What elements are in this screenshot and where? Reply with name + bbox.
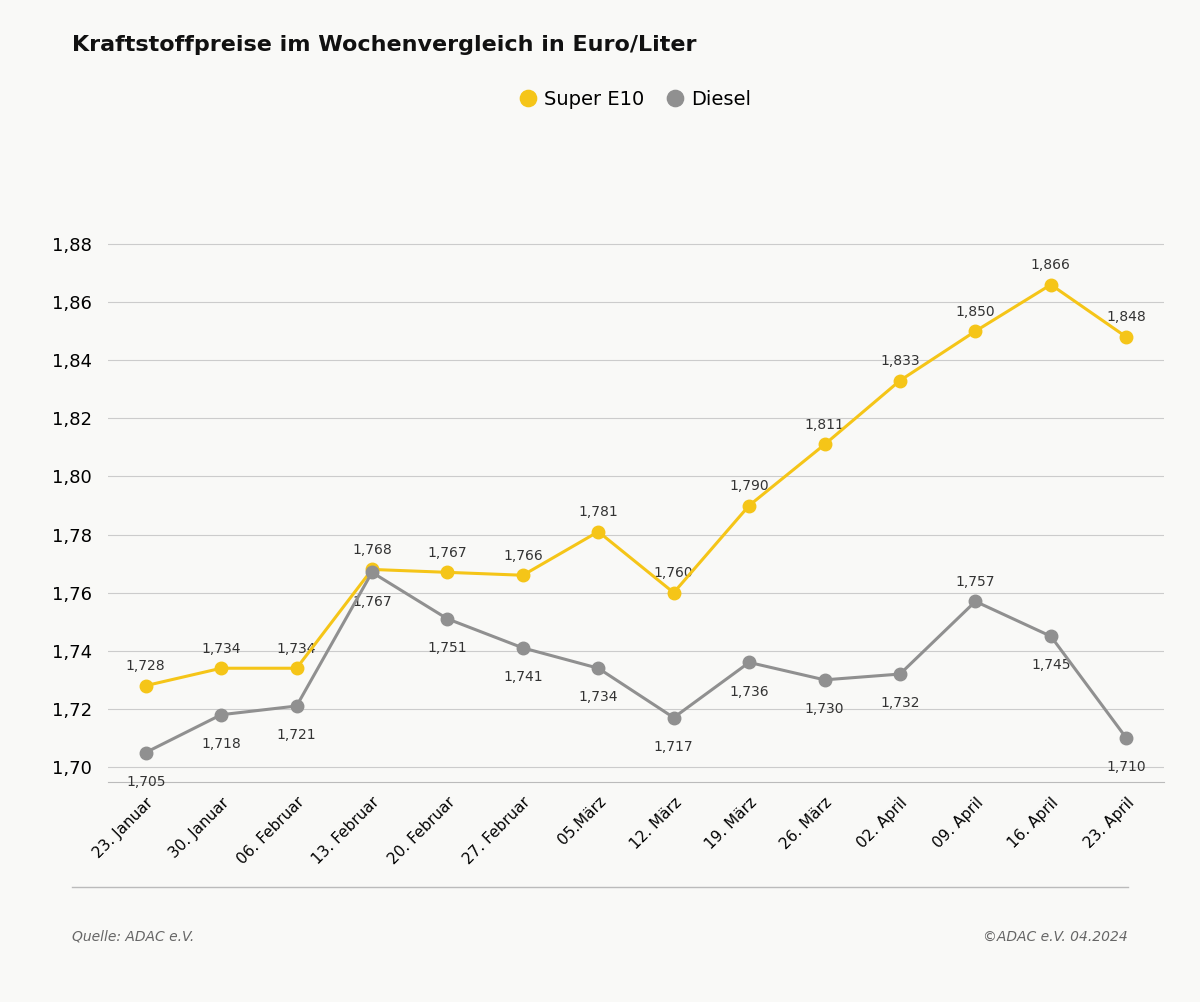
Diesel [817,673,832,685]
Text: 1,811: 1,811 [805,418,845,432]
Line: Super E10: Super E10 [139,279,1133,692]
Diesel [214,708,228,720]
Diesel [138,746,152,759]
Diesel [289,700,304,712]
Diesel [666,711,680,723]
Text: 1,745: 1,745 [1031,658,1070,672]
Text: 1,760: 1,760 [654,566,694,580]
Diesel [365,566,379,578]
Legend: Super E10, Diesel: Super E10, Diesel [514,82,758,117]
Text: 1,734: 1,734 [578,690,618,704]
Text: 1,718: 1,718 [202,736,241,750]
Diesel [1044,630,1058,642]
Super E10 [1120,331,1134,343]
Super E10 [289,662,304,674]
Super E10 [138,679,152,691]
Text: 1,757: 1,757 [955,575,995,589]
Diesel [968,595,983,607]
Diesel [1120,731,1134,743]
Text: Kraftstoffpreise im Wochenvergleich in Euro/Liter: Kraftstoffpreise im Wochenvergleich in E… [72,35,696,55]
Text: 1,833: 1,833 [880,354,920,368]
Text: 1,728: 1,728 [126,659,166,673]
Diesel [893,668,907,680]
Text: 1,721: 1,721 [277,728,317,742]
Text: 1,866: 1,866 [1031,259,1070,273]
Diesel [440,613,455,625]
Super E10 [365,563,379,575]
Super E10 [893,375,907,387]
Text: 1,710: 1,710 [1106,761,1146,775]
Text: 1,705: 1,705 [126,775,166,789]
Super E10 [1044,279,1058,291]
Text: Quelle: ADAC e.V.: Quelle: ADAC e.V. [72,930,194,944]
Super E10 [968,326,983,338]
Diesel [592,662,606,674]
Text: ©ADAC e.V. 04.2024: ©ADAC e.V. 04.2024 [983,930,1128,944]
Text: 1,768: 1,768 [352,543,392,557]
Super E10 [817,439,832,451]
Text: 1,741: 1,741 [503,670,542,684]
Super E10 [440,566,455,578]
Text: 1,730: 1,730 [805,702,845,716]
Text: 1,751: 1,751 [427,641,467,655]
Diesel [516,642,530,654]
Text: 1,766: 1,766 [503,549,542,563]
Text: 1,767: 1,767 [352,594,392,608]
Text: 1,736: 1,736 [730,684,769,698]
Super E10 [742,500,756,512]
Text: 1,734: 1,734 [277,641,317,655]
Super E10 [592,526,606,538]
Super E10 [516,569,530,581]
Text: 1,848: 1,848 [1106,311,1146,325]
Text: 1,734: 1,734 [202,641,241,655]
Text: 1,717: 1,717 [654,739,694,754]
Super E10 [214,662,228,674]
Diesel [742,656,756,668]
Text: 1,850: 1,850 [955,305,995,319]
Text: 1,781: 1,781 [578,505,618,519]
Text: 1,732: 1,732 [881,696,919,710]
Super E10 [666,587,680,599]
Text: 1,767: 1,767 [427,546,467,560]
Text: 1,790: 1,790 [730,479,769,493]
Line: Diesel: Diesel [139,566,1133,759]
